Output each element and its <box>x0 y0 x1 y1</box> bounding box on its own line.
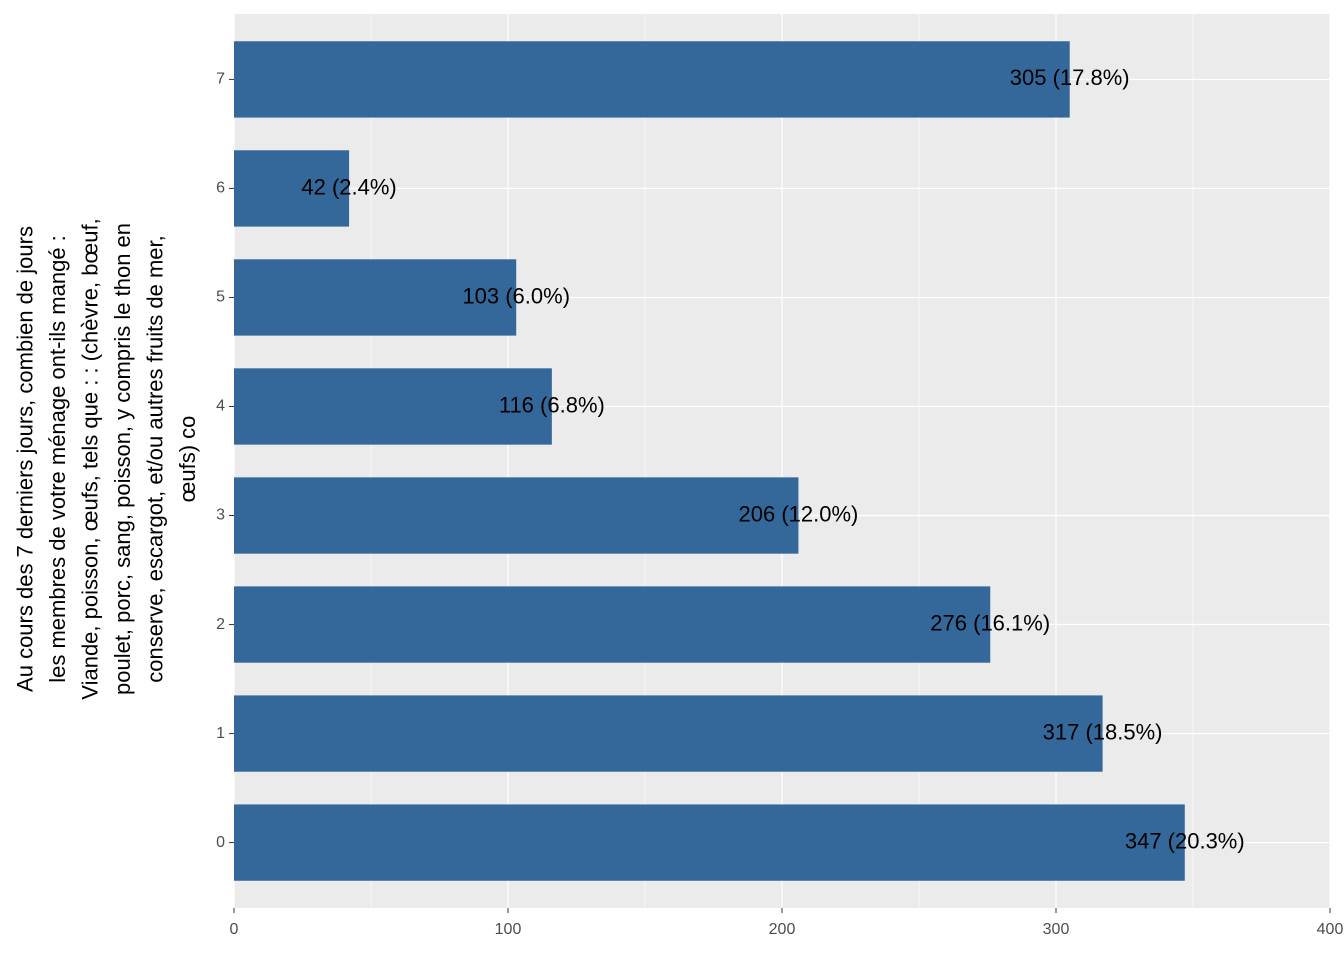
x-tick-label: 100 <box>495 921 522 938</box>
y-axis-title: œufs) co <box>175 416 200 503</box>
y-tick-label: 2 <box>216 616 225 633</box>
value-label: 103 (6.0%) <box>462 283 570 308</box>
bar <box>234 586 991 663</box>
x-tick-label: 400 <box>1317 921 1344 938</box>
y-axis-title: Au cours des 7 derniers jours, combien d… <box>13 226 38 692</box>
value-label: 276 (16.1%) <box>930 610 1050 635</box>
y-tick-label: 5 <box>216 289 225 306</box>
bar <box>234 41 1070 118</box>
value-label: 317 (18.5%) <box>1043 719 1163 744</box>
bar <box>234 804 1185 881</box>
y-tick-label: 1 <box>216 725 225 742</box>
bar <box>234 150 350 227</box>
y-axis-title: poulet, porc, sang, poisson, y compris l… <box>110 223 135 695</box>
y-tick-label: 0 <box>216 834 225 851</box>
bar <box>234 368 552 445</box>
y-axis-title: Viande, poisson, œufs, tels que : : (chè… <box>78 218 103 699</box>
value-label: 116 (6.8%) <box>499 392 605 417</box>
x-tick-label: 200 <box>769 921 796 938</box>
y-tick-label: 7 <box>216 71 225 88</box>
y-axis-title: les membres de votre ménage ont-ils mang… <box>45 235 70 683</box>
bar <box>234 477 799 554</box>
y-axis-title: conserve, escargot, et/ou autres fruits … <box>143 235 168 683</box>
value-label: 206 (12.0%) <box>739 501 859 526</box>
bar <box>234 695 1103 772</box>
bar <box>234 259 517 336</box>
x-tick-label: 0 <box>230 921 239 938</box>
value-label: 305 (17.8%) <box>1010 65 1130 90</box>
value-label: 347 (20.3%) <box>1125 828 1245 853</box>
y-tick-label: 4 <box>216 398 225 415</box>
y-tick-label: 3 <box>216 507 225 524</box>
y-tick-label: 6 <box>216 180 225 197</box>
x-tick-label: 300 <box>1043 921 1070 938</box>
value-label: 42 (2.4%) <box>301 174 396 199</box>
